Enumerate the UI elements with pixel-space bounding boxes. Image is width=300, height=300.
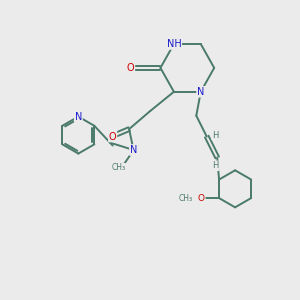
Text: NH: NH xyxy=(167,39,181,49)
Text: N: N xyxy=(75,112,82,122)
Text: H: H xyxy=(212,130,218,140)
Text: CH₃: CH₃ xyxy=(112,164,126,172)
Text: CH₃: CH₃ xyxy=(178,194,193,202)
Text: O: O xyxy=(109,132,116,142)
Text: N: N xyxy=(130,145,137,155)
Text: N: N xyxy=(197,87,205,97)
Text: O: O xyxy=(127,63,134,73)
Text: H: H xyxy=(212,161,219,170)
Text: O: O xyxy=(198,194,205,202)
